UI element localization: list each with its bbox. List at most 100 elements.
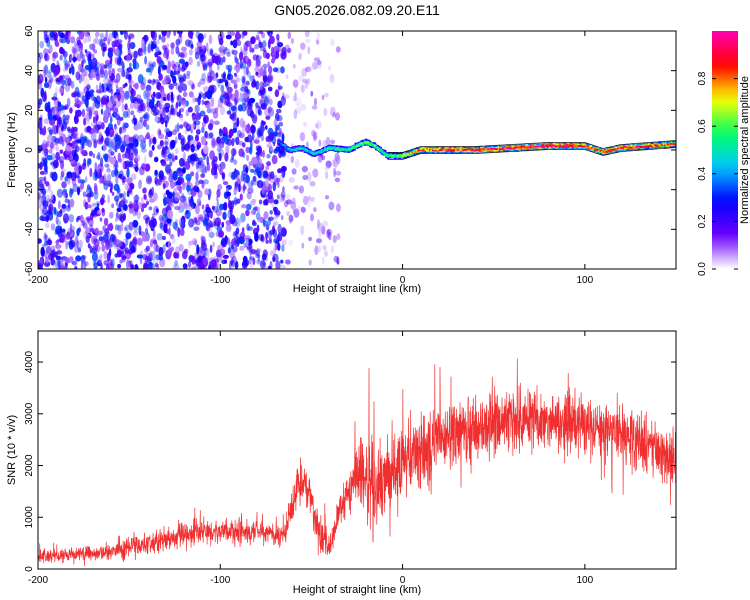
heatmap-cell <box>249 254 252 265</box>
heatmap-cell <box>120 94 124 104</box>
heatmap-cell <box>125 90 131 99</box>
heatmap-cell <box>104 153 109 163</box>
heatmap-cell <box>389 155 393 158</box>
heatmap-cell <box>126 162 132 168</box>
heatmap-cell <box>229 260 232 269</box>
heatmap-cell <box>78 74 82 84</box>
heatmap-cell <box>203 209 206 217</box>
heatmap-cell <box>128 34 135 40</box>
heatmap-cell <box>203 144 209 155</box>
heatmap-cell <box>250 262 253 269</box>
heatmap-cell <box>237 104 244 112</box>
heatmap-cell <box>153 79 160 84</box>
heatmap-cell <box>275 210 281 216</box>
heatmap-cell <box>100 197 105 206</box>
heatmap-cell <box>624 146 627 148</box>
heatmap-cell <box>96 73 100 81</box>
heatmap-cell <box>174 192 181 202</box>
heatmap-cell <box>128 248 134 255</box>
heatmap-cell <box>61 74 66 80</box>
heatmap-cell <box>109 116 113 124</box>
heatmap-cell <box>170 47 175 55</box>
heatmap-cell <box>297 148 301 150</box>
heatmap-cell <box>55 225 62 235</box>
heatmap-cell <box>158 129 162 136</box>
heatmap-cell <box>585 145 588 148</box>
heatmap-cell <box>44 163 48 173</box>
heatmap-cell <box>226 110 232 115</box>
heatmap-cell <box>286 199 293 205</box>
heatmap-cell <box>212 206 219 213</box>
heatmap-cell <box>360 142 363 145</box>
heatmap-cell <box>404 153 407 156</box>
heatmap-cell <box>222 211 227 220</box>
heatmap-cell <box>249 168 255 173</box>
heatmap-cell <box>173 70 177 75</box>
heatmap-cell <box>208 126 213 131</box>
heatmap-cell <box>142 119 147 127</box>
heatmap-cell <box>278 121 284 127</box>
heatmap-cell <box>306 65 313 73</box>
heatmap-cell <box>652 144 655 147</box>
heatmap-cell <box>222 254 229 259</box>
heatmap-cell <box>245 80 250 86</box>
heatmap-cell <box>163 75 171 84</box>
heatmap-cell <box>233 159 238 165</box>
heatmap-cell <box>87 139 93 148</box>
heatmap-cell <box>155 208 159 213</box>
heatmap-cell <box>340 149 343 151</box>
heatmap-cell <box>226 92 230 102</box>
heatmap-cell <box>43 232 47 242</box>
heatmap-cell <box>81 99 85 105</box>
heatmap-cell <box>237 130 242 138</box>
heatmap-cell <box>567 145 571 148</box>
heatmap-cell <box>293 109 298 120</box>
heatmap-cell <box>135 200 139 205</box>
heatmap-cell <box>178 58 185 64</box>
heatmap-cell <box>235 67 240 73</box>
heatmap-cell <box>328 201 335 211</box>
heatmap-cell <box>124 134 131 145</box>
heatmap-cell <box>57 118 61 125</box>
heatmap-cell <box>111 191 115 196</box>
heatmap-cell <box>216 188 221 198</box>
heatmap-cell <box>255 102 259 109</box>
heatmap-cell <box>308 236 313 242</box>
heatmap-cell <box>181 158 186 168</box>
heatmap-cell <box>138 179 142 190</box>
heatmap-cell <box>319 149 323 154</box>
heatmap-cell <box>272 253 279 262</box>
heatmap-cell <box>666 143 670 146</box>
heatmap-cell <box>464 149 467 151</box>
heatmap-cell <box>245 55 249 63</box>
heatmap-cell <box>275 146 281 152</box>
heatmap-cell <box>161 89 165 99</box>
heatmap-cell <box>314 245 319 256</box>
heatmap-cell <box>300 147 304 150</box>
heatmap-cell <box>48 74 54 84</box>
heatmap-cell <box>38 119 43 127</box>
heatmap-cell <box>309 196 315 203</box>
heatmap-cell <box>303 148 307 151</box>
heatmap-cell <box>283 94 290 99</box>
heatmap-cell <box>69 198 75 208</box>
heatmap-cell <box>75 169 79 176</box>
heatmap-cell <box>315 39 320 45</box>
heatmap-cell <box>209 244 213 253</box>
heatmap-cell <box>491 148 495 150</box>
heatmap-cell <box>439 149 442 152</box>
heatmap-cell <box>157 65 161 76</box>
heatmap-cell <box>644 146 648 148</box>
heatmap-cell <box>165 201 172 207</box>
heatmap-cell <box>181 46 187 52</box>
heatmap-cell <box>300 104 307 111</box>
heatmap-cell <box>124 103 128 111</box>
heatmap-cell <box>41 157 46 167</box>
heatmap-cell <box>233 187 237 196</box>
heatmap-cell <box>525 146 528 149</box>
heatmap-cell <box>115 72 121 83</box>
heatmap-cell <box>443 148 447 151</box>
